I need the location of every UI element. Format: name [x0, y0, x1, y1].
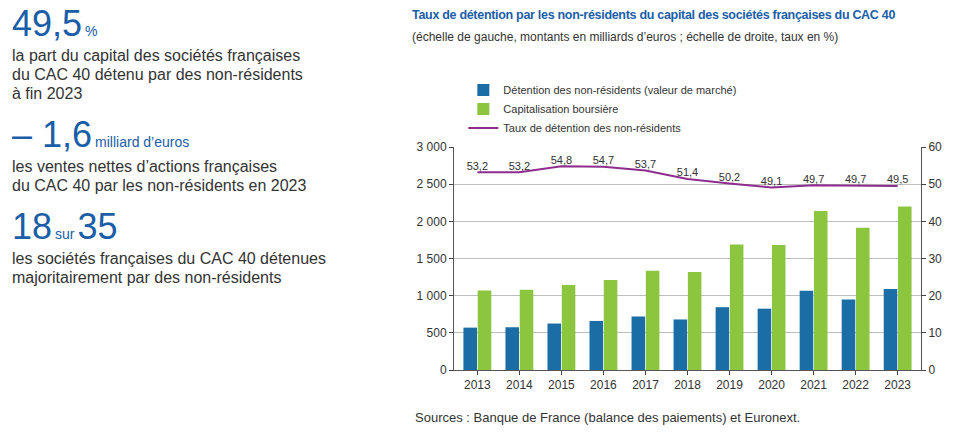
html-text:majoritairement par des non-ré: majoritairement par des non-résidents — [12, 269, 282, 286]
svg-text:2022: 2022 — [842, 378, 869, 392]
svg-text:60: 60 — [928, 140, 942, 154]
svg-text:2019: 2019 — [716, 378, 743, 392]
html-text:(échelle de gauche, montants e: (échelle de gauche, montants en milliard… — [412, 30, 839, 44]
svg-text:Détention des non-résidents (v: Détention des non-résidents (valeur de m… — [503, 84, 736, 96]
svg-text:2017: 2017 — [632, 378, 659, 392]
html-text:les ventes nettes d’actions fr: les ventes nettes d’actions françaises — [12, 158, 277, 175]
html-text:la part du capital des société: la part du capital des sociétés français… — [12, 47, 301, 64]
svg-text:10: 10 — [928, 326, 942, 340]
svg-text:500: 500 — [427, 326, 447, 340]
svg-text:30: 30 — [928, 252, 942, 266]
svg-text:2023: 2023 — [884, 378, 911, 392]
svg-text:1 000: 1 000 — [417, 289, 447, 303]
svg-text:50,2: 50,2 — [719, 171, 740, 183]
svg-text:2014: 2014 — [506, 378, 533, 392]
svg-text:53,2: 53,2 — [509, 160, 530, 172]
svg-text:2020: 2020 — [758, 378, 785, 392]
html-text:sur: sur — [55, 226, 75, 242]
html-text:les sociétés françaises du CAC: les sociétés françaises du CAC 40 détenu… — [12, 250, 326, 267]
svg-text:53,2: 53,2 — [467, 160, 488, 172]
svg-text:49,1: 49,1 — [761, 175, 782, 187]
svg-text:51,4: 51,4 — [677, 166, 698, 178]
svg-text:50: 50 — [928, 177, 942, 191]
svg-text:2018: 2018 — [674, 378, 701, 392]
html-text:35: 35 — [77, 206, 118, 247]
html-text:milliard d’euros: milliard d’euros — [95, 134, 190, 150]
svg-text:0: 0 — [928, 363, 935, 377]
html-text:à fin 2023: à fin 2023 — [12, 85, 83, 102]
html-text:du CAC 40 par les non-résident: du CAC 40 par les non-résidents en 2023 — [12, 177, 307, 194]
svg-text:54,8: 54,8 — [551, 154, 572, 166]
svg-text:49,5: 49,5 — [887, 173, 908, 185]
svg-text:0: 0 — [440, 363, 447, 377]
svg-text:1 500: 1 500 — [417, 252, 447, 266]
svg-text:Capitalisation boursière: Capitalisation boursière — [503, 103, 618, 115]
svg-text:2021: 2021 — [800, 378, 827, 392]
html-text:Sources : Banque de France (ba: Sources : Banque de France (balance des … — [415, 410, 801, 425]
svg-text:53,7: 53,7 — [635, 158, 656, 170]
svg-text:2013: 2013 — [464, 378, 491, 392]
html-text:Taux de détention par les non-: Taux de détention par les non-résidents … — [412, 8, 895, 22]
html-text:– 1,6: – 1,6 — [12, 114, 93, 155]
svg-text:49,7: 49,7 — [845, 173, 866, 185]
svg-text:3 000: 3 000 — [417, 140, 447, 154]
svg-text:49,7: 49,7 — [803, 173, 824, 185]
svg-text:54,7: 54,7 — [593, 154, 614, 166]
html-text:49,5: 49,5 — [12, 3, 83, 44]
svg-text:Taux de détention des non-rési: Taux de détention des non-résidents — [503, 122, 681, 134]
svg-text:2 500: 2 500 — [417, 177, 447, 191]
svg-text:20: 20 — [928, 289, 942, 303]
svg-text:2015: 2015 — [548, 378, 575, 392]
html-text:18: 18 — [12, 206, 52, 247]
svg-text:40: 40 — [928, 215, 942, 229]
svg-text:2 000: 2 000 — [417, 215, 447, 229]
html-text:du CAC 40 détenu par des non-r: du CAC 40 détenu par des non-résidents — [12, 66, 303, 83]
svg-text:2016: 2016 — [590, 378, 617, 392]
